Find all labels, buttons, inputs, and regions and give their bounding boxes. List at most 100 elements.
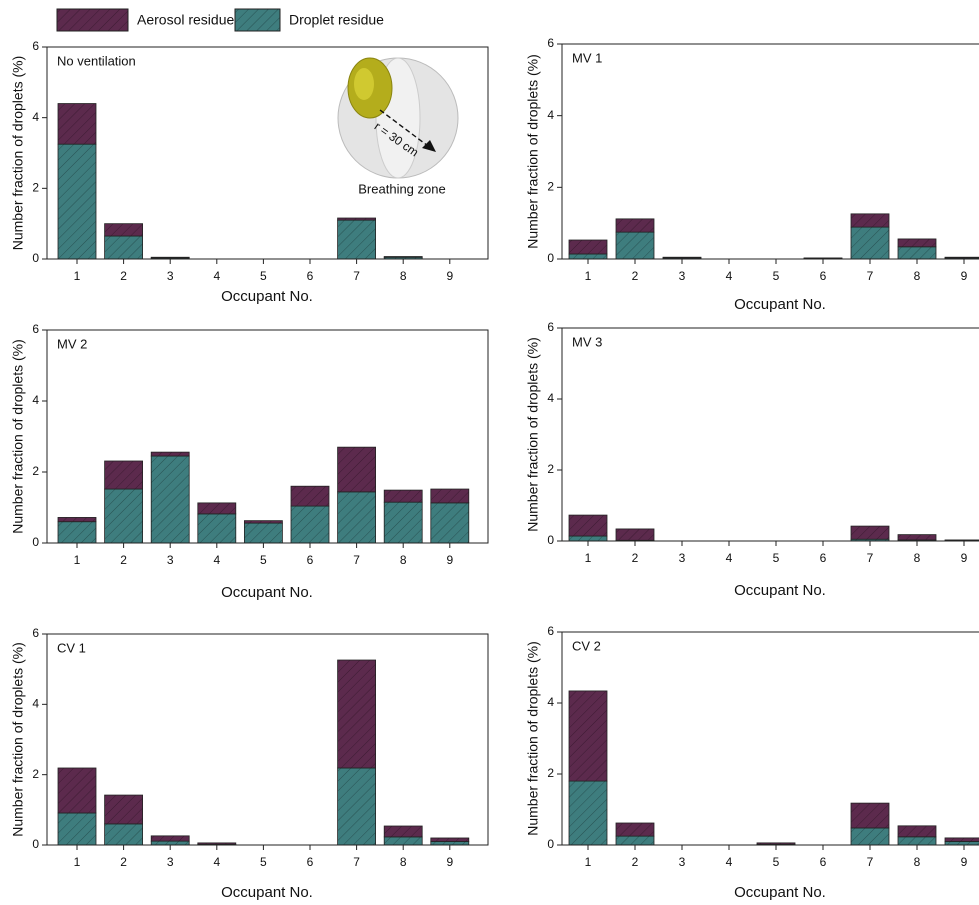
x-tick-label: 4 [726, 855, 733, 869]
x-tick-label: 9 [961, 269, 968, 283]
x-tick-label: 3 [167, 553, 174, 567]
y-tick-label: 2 [547, 462, 554, 476]
x-tick-label: 8 [914, 551, 921, 565]
bar-segment [58, 813, 96, 845]
y-tick-label: 6 [32, 626, 39, 640]
bar-segment [569, 781, 607, 845]
y-axis-label: Number fraction of droplets (%) [525, 54, 541, 249]
bar-segment [569, 536, 607, 541]
bar-segment [384, 502, 422, 543]
x-tick-label: 2 [632, 269, 639, 283]
x-axis-label: Occupant No. [221, 288, 313, 305]
bar-segment [616, 823, 654, 836]
bar-segment [616, 836, 654, 845]
x-tick-label: 5 [773, 855, 780, 869]
panel-title: CV 2 [572, 638, 601, 653]
x-tick-label: 2 [632, 855, 639, 869]
bar-segment [338, 218, 376, 220]
x-tick-label: 6 [307, 553, 314, 567]
bar-segment [151, 257, 189, 258]
panel-title: CV 1 [57, 640, 86, 655]
x-tick-label: 5 [260, 855, 267, 869]
legend-label: Droplet residue [289, 12, 384, 28]
legend-swatch [57, 9, 128, 31]
x-tick-label: 5 [260, 269, 267, 283]
y-tick-label: 6 [547, 36, 554, 50]
x-tick-label: 3 [167, 269, 174, 283]
bar-segment [851, 214, 889, 227]
y-axis-label: Number fraction of droplets (%) [10, 339, 26, 534]
x-tick-label: 1 [74, 269, 81, 283]
bar-segment [757, 843, 795, 844]
bar-segment [569, 240, 607, 254]
bar-segment [105, 461, 143, 489]
x-tick-label: 4 [213, 855, 220, 869]
bar-segment [198, 503, 236, 514]
bar-segment [198, 843, 236, 844]
bar-segment [431, 503, 469, 543]
bar-segment [105, 795, 143, 824]
x-tick-label: 7 [867, 551, 874, 565]
x-tick-label: 8 [914, 269, 921, 283]
x-tick-label: 7 [353, 855, 360, 869]
y-tick-label: 2 [547, 180, 554, 194]
x-tick-label: 9 [446, 855, 453, 869]
bar-segment [431, 489, 469, 503]
bar-segment [851, 828, 889, 845]
y-tick-label: 0 [547, 837, 554, 851]
x-tick-label: 7 [867, 855, 874, 869]
y-axis-label: Number fraction of droplets (%) [525, 337, 541, 532]
legend-swatch [235, 9, 280, 31]
x-tick-label: 2 [120, 553, 127, 567]
y-tick-label: 0 [32, 837, 39, 851]
x-tick-label: 1 [74, 855, 81, 869]
x-tick-label: 6 [307, 855, 314, 869]
breathing-zone-inset [338, 58, 458, 178]
bar-segment [291, 506, 329, 543]
y-axis-label: Number fraction of droplets (%) [10, 56, 26, 251]
x-tick-label: 6 [820, 855, 827, 869]
x-tick-label: 4 [726, 551, 733, 565]
y-axis-label: Number fraction of droplets (%) [10, 642, 26, 837]
bar-segment [569, 691, 607, 781]
bar-segment [58, 104, 96, 145]
y-tick-label: 4 [32, 110, 39, 124]
y-tick-label: 6 [547, 320, 554, 334]
bar-segment [105, 824, 143, 845]
x-axis-label: Occupant No. [221, 584, 313, 601]
bar-segment [338, 768, 376, 845]
x-tick-label: 4 [213, 269, 220, 283]
x-axis-label: Occupant No. [734, 884, 826, 901]
x-tick-label: 4 [213, 553, 220, 567]
annotation: Breathing zone [358, 181, 445, 196]
x-tick-label: 9 [446, 269, 453, 283]
bar-segment [898, 535, 936, 540]
y-tick-label: 4 [547, 695, 554, 709]
bar-segment [851, 227, 889, 259]
bar-segment [105, 236, 143, 259]
x-tick-label: 1 [585, 269, 592, 283]
bar-segment [616, 529, 654, 540]
x-tick-label: 2 [632, 551, 639, 565]
y-tick-label: 2 [32, 181, 39, 195]
x-tick-label: 9 [446, 553, 453, 567]
x-tick-label: 1 [585, 855, 592, 869]
x-tick-label: 9 [961, 855, 968, 869]
bar-segment [338, 220, 376, 259]
x-tick-label: 8 [400, 553, 407, 567]
x-tick-label: 9 [961, 551, 968, 565]
bar-segment [384, 826, 422, 837]
chart: Aerosol residueDroplet residue0246123456… [0, 0, 979, 905]
y-tick-label: 4 [547, 108, 554, 122]
bar-segment [338, 492, 376, 543]
bar-segment [945, 838, 979, 842]
bar-segment [569, 515, 607, 536]
bar-segment [151, 841, 189, 845]
panel-title: No ventilation [57, 53, 136, 68]
bar-segment [151, 836, 189, 841]
face [354, 68, 374, 100]
plot-frame [562, 632, 979, 845]
x-tick-label: 3 [167, 855, 174, 869]
y-tick-label: 4 [32, 697, 39, 711]
bar-segment [244, 521, 282, 523]
